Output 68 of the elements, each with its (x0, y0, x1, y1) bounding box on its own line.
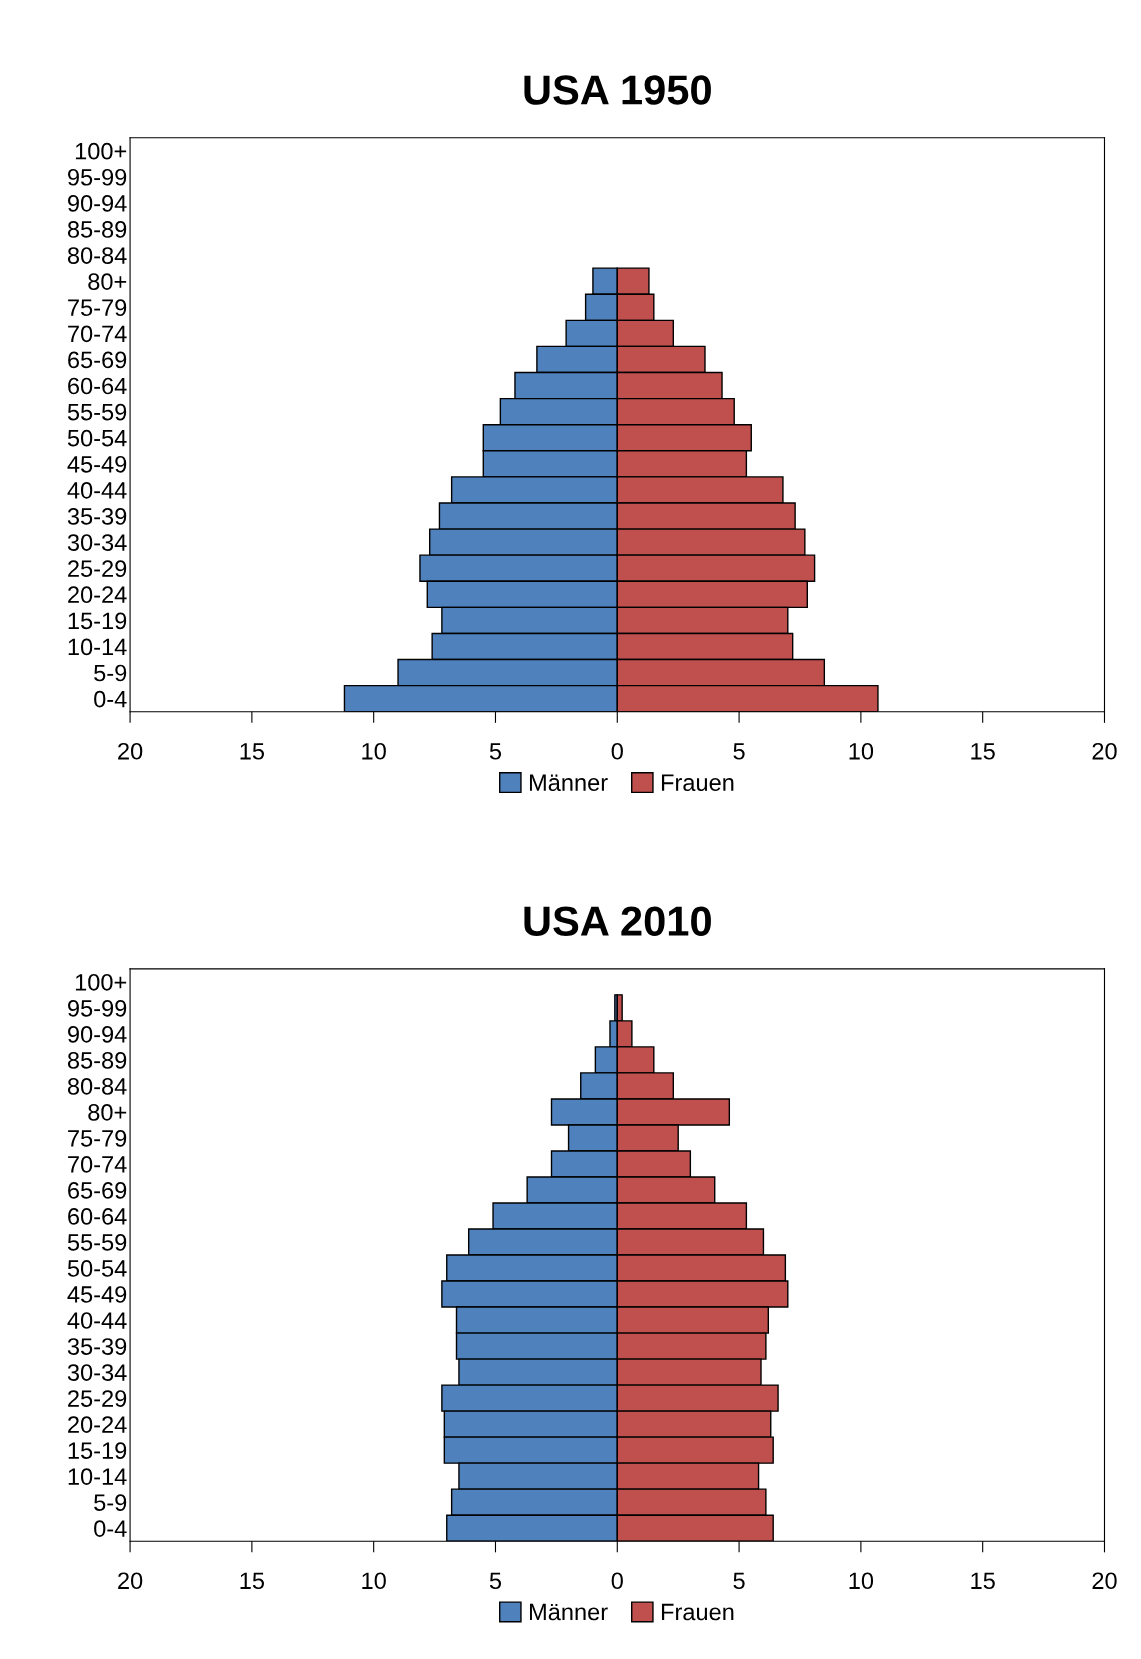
y-tick-label: 85-89 (67, 221, 127, 238)
y-tick-label: 45-49 (67, 455, 127, 473)
y-tick-label: 30-34 (67, 534, 127, 551)
y-tick-label: 45-49 (67, 1286, 127, 1303)
y-tick-label: 30-34 (67, 1364, 127, 1381)
x-tick-label: 0 (611, 1572, 623, 1590)
y-tick-label: 25-29 (68, 560, 127, 577)
x-tick-label: 0 (611, 742, 623, 760)
x-tick-label: 20 (1092, 742, 1117, 760)
y-tick-label: 80-84 (67, 247, 127, 264)
chart-title: USA 2010 (524, 906, 711, 936)
y-tick-label: 75-79 (68, 1130, 127, 1147)
y-tick-label: 40-44 (67, 1312, 127, 1329)
y-tick-label: 5-9 (94, 664, 127, 682)
y-tick-label: 25-29 (68, 1390, 127, 1407)
y-tick-label: 80+ (88, 273, 127, 290)
y-tick-label: 65-69 (68, 351, 127, 369)
y-tick-label: 60-64 (68, 1208, 127, 1225)
y-tick-label: 80+ (88, 1104, 127, 1121)
y-tick-label: 65-69 (68, 1182, 127, 1199)
legend-label: Männer (529, 1603, 608, 1621)
x-tick-label: 5 (489, 743, 502, 760)
y-tick-label: 50-54 (67, 429, 127, 447)
x-tick-label: 5 (733, 743, 745, 760)
y-tick-label: 80-84 (67, 1078, 127, 1095)
x-tick-label: 20 (1092, 1572, 1117, 1590)
y-tick-label: 95-99 (68, 168, 127, 186)
x-tick-label: 5 (733, 1572, 745, 1590)
legend-label: Männer (529, 774, 608, 791)
y-tick-label: 15-19 (68, 1442, 127, 1459)
x-tick-label: 15 (971, 1572, 995, 1590)
y-tick-label: 55-59 (67, 403, 127, 421)
y-tick-label: 60-64 (68, 377, 127, 395)
y-tick-label: 100+ (75, 142, 127, 160)
x-tick-label: 15 (971, 743, 995, 760)
y-tick-label: 0-4 (94, 1520, 127, 1537)
y-tick-label: 35-39 (67, 508, 127, 525)
y-tick-label: 90-94 (68, 194, 127, 212)
x-tick-label: 10 (362, 1572, 386, 1590)
y-tick-label: 90-94 (68, 1025, 127, 1043)
x-tick-label: 15 (240, 743, 265, 760)
x-tick-label: 20 (118, 1572, 143, 1590)
y-tick-label: 10-14 (68, 638, 127, 656)
y-tick-label: 70-74 (68, 1156, 127, 1173)
y-tick-label: 70-74 (68, 325, 127, 343)
y-tick-label: 5-9 (94, 1494, 127, 1511)
chart-title: USA 1950 (524, 75, 711, 105)
x-tick-label: 5 (489, 1572, 502, 1590)
y-tick-label: 100+ (75, 973, 127, 991)
y-tick-label: 55-59 (67, 1234, 127, 1251)
y-tick-label: 75-79 (68, 299, 127, 317)
x-tick-label: 10 (849, 742, 874, 760)
y-tick-label: 0-4 (94, 690, 127, 708)
y-tick-label: 10-14 (68, 1468, 127, 1485)
y-tick-label: 85-89 (67, 1051, 127, 1069)
y-tick-label: 20-24 (68, 1416, 127, 1433)
x-tick-label: 10 (849, 1572, 874, 1590)
y-tick-label: 35-39 (67, 1338, 127, 1355)
legend-label: Frauen (661, 774, 734, 791)
y-tick-label: 15-19 (68, 612, 127, 630)
y-tick-label: 40-44 (67, 482, 127, 499)
legend-label: Frauen (661, 1603, 734, 1621)
y-tick-label: 20-24 (68, 586, 127, 604)
y-tick-label: 95-99 (68, 999, 127, 1017)
x-tick-label: 15 (240, 1572, 265, 1590)
x-tick-label: 20 (118, 742, 143, 760)
x-tick-label: 10 (362, 742, 386, 760)
y-tick-label: 50-54 (67, 1260, 127, 1277)
